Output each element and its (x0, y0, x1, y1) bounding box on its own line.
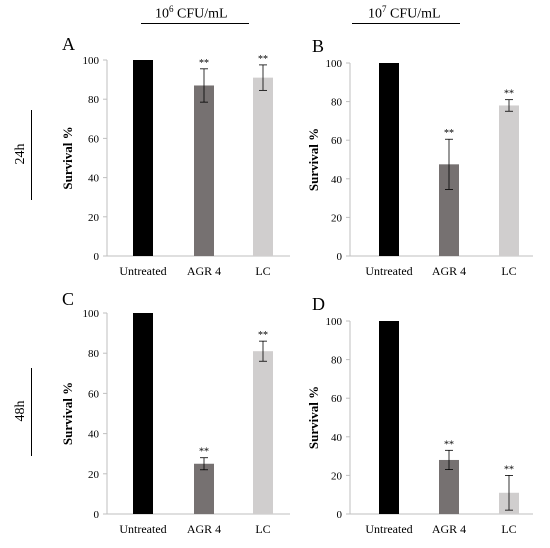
y-tick-label: 80 (331, 355, 343, 367)
bar-agr4 (194, 85, 214, 256)
panel-letter: A (62, 34, 75, 54)
significance-label: ** (444, 128, 454, 139)
y-tick-label: 40 (88, 173, 100, 185)
y-tick-label: 100 (83, 308, 100, 320)
bar-lc (499, 105, 519, 257)
panel-a: A Survival % 0 20 40 60 80 100 Untreated ** AGR 4 *… (60, 34, 290, 278)
y-tick-label: 40 (88, 429, 100, 441)
bar-untreated (133, 313, 153, 514)
column-title-2-base: 10 (368, 6, 382, 22)
column-title-1: 106 CFU/mL (155, 4, 228, 23)
y-axis-label: Survival % (60, 382, 75, 445)
y-tick-label: 20 (88, 469, 100, 481)
y-tick-label: 100 (326, 58, 343, 70)
column-title-1-underline (141, 23, 249, 24)
y-axis-label: Survival % (60, 126, 75, 189)
panel-letter: C (62, 289, 74, 309)
x-tick-label: LC (255, 522, 270, 536)
y-tick-label: 100 (326, 316, 343, 328)
y-tick-label: 60 (331, 135, 343, 147)
bar-untreated (379, 321, 399, 514)
column-title-2-exp: 7 (382, 4, 387, 14)
y-tick-label: 40 (331, 174, 343, 186)
significance-label: ** (444, 439, 454, 450)
bar-lc (253, 77, 273, 256)
panel-letter: D (312, 294, 325, 314)
y-tick-label: 0 (337, 251, 343, 263)
column-title-2-unit: CFU/mL (386, 6, 441, 22)
significance-label: ** (504, 89, 514, 100)
y-tick-label: 20 (88, 212, 100, 224)
y-tick-label: 20 (331, 212, 343, 224)
y-tick-label: 0 (94, 509, 100, 521)
y-tick-label: 80 (88, 94, 100, 106)
y-tick-label: 60 (88, 388, 100, 400)
bar-agr4 (194, 463, 214, 514)
y-tick-label: 0 (337, 509, 343, 521)
x-tick-label: AGR 4 (432, 264, 466, 278)
bar-agr4 (439, 459, 459, 514)
significance-label: ** (199, 447, 209, 458)
y-tick-label: 60 (88, 133, 100, 145)
y-tick-label: 20 (331, 470, 343, 482)
significance-label: ** (504, 464, 514, 475)
bar-untreated (379, 63, 399, 256)
x-tick-label: Untreated (365, 522, 412, 536)
panel-b: B Survival % 0 20 40 60 80 100 Untreated ** AGR 4 *… (306, 36, 533, 278)
x-tick-label: AGR 4 (187, 522, 221, 536)
y-tick-label: 40 (331, 432, 343, 444)
panel-letter: B (312, 36, 324, 56)
bar-agr4 (439, 164, 459, 256)
panel-c: C Survival % 0 20 40 60 80 100 Untreated ** AGR 4 *… (60, 289, 290, 536)
x-tick-label: Untreated (119, 264, 166, 278)
panel-d: D Survival % 0 20 40 60 80 100 Untreated ** AGR 4 *… (306, 294, 533, 536)
column-title-2-underline (352, 23, 460, 24)
x-tick-label: AGR 4 (432, 522, 466, 536)
x-tick-label: LC (501, 264, 516, 278)
bar-lc (253, 351, 273, 514)
significance-label: ** (258, 54, 268, 65)
significance-label: ** (258, 330, 268, 341)
y-tick-label: 80 (331, 97, 343, 109)
column-title-1-exp: 6 (169, 4, 174, 14)
x-tick-label: LC (501, 522, 516, 536)
y-axis-label: Survival % (306, 386, 321, 449)
x-tick-label: Untreated (119, 522, 166, 536)
y-axis-label: Survival % (306, 128, 321, 191)
bar-untreated (133, 60, 153, 256)
row-label-1-line (31, 110, 32, 200)
y-tick-label: 80 (88, 348, 100, 360)
x-tick-label: LC (255, 264, 270, 278)
column-title-1-base: 10 (155, 6, 169, 22)
x-tick-label: AGR 4 (187, 264, 221, 278)
column-title-2: 107 CFU/mL (368, 4, 441, 23)
row-label-2-line (31, 368, 32, 456)
x-tick-label: Untreated (365, 264, 412, 278)
column-title-1-unit: CFU/mL (173, 6, 228, 22)
y-tick-label: 0 (94, 251, 100, 263)
significance-label: ** (199, 58, 209, 69)
y-tick-label: 100 (83, 55, 100, 67)
y-tick-label: 60 (331, 393, 343, 405)
